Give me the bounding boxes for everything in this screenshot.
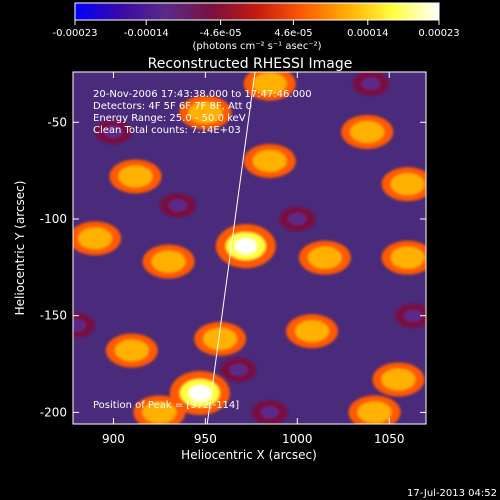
heatmap-image (73, 72, 426, 424)
y-axis-ticks: -50 -100 -150 -200 (40, 115, 426, 419)
y-tick-label: -50 (47, 115, 67, 129)
x-tick-label: 1000 (282, 432, 313, 446)
observation-info: 20-Nov-2006 17:43:38.000 to 17:47:46.000… (93, 89, 312, 136)
heat-source-core (359, 125, 376, 138)
heat-source-core (399, 178, 416, 191)
heat-source-core (123, 344, 140, 357)
y-tick-label: -100 (40, 212, 67, 226)
colorbar-tick-label: 4.6e-05 (274, 28, 312, 39)
x-tick-label: 950 (194, 432, 217, 446)
solar-limb-line (206, 72, 256, 424)
plot-frame (72, 71, 427, 425)
x-tick-label: 900 (102, 432, 125, 446)
observation-info-line: Clean Total counts: 7.14E+03 (93, 125, 241, 136)
cold-source-core (361, 77, 380, 90)
heat-source-core (151, 406, 168, 419)
heat-source-core (160, 255, 177, 268)
colorbar-tick-label: -0.00023 (53, 28, 98, 39)
heat-source-core (87, 232, 104, 245)
cold-source-core (288, 212, 307, 225)
heat-source-core (390, 373, 407, 386)
heat-source-core (197, 106, 214, 119)
heat-source-core (127, 170, 144, 183)
colorbar-tick-label: 0.00023 (418, 28, 459, 39)
y-tick-label: -200 (40, 405, 67, 419)
heat-source-core (212, 332, 229, 345)
observation-info-line: Detectors: 4F 5F 6F 7F 8F, Att 0 (93, 101, 252, 112)
observation-info-line: 20-Nov-2006 17:43:38.000 to 17:47:46.000 (93, 89, 312, 100)
heat-source-core (316, 251, 333, 264)
colorbar-unit-label: (photons cm⁻² s⁻¹ asec⁻²) (192, 41, 321, 52)
colorbar (74, 2, 440, 21)
y-axis-label: Heliocentric Y (arcsec) (13, 181, 27, 316)
cold-source-core (260, 406, 279, 419)
peak-position-label: Position of Peak = [972,-114] (93, 400, 239, 411)
heat-source-core (261, 154, 278, 167)
observation-info-line: Energy Range: 25.0 - 50.0 keV (93, 113, 246, 124)
cold-source-core (168, 199, 187, 212)
heat-source-core (188, 385, 211, 402)
cold-source-core (73, 319, 86, 332)
x-tick-label: 1050 (374, 432, 405, 446)
y-tick-label: -150 (40, 309, 67, 323)
x-axis-label: Heliocentric X (arcsec) (181, 448, 317, 462)
heat-source-core (261, 77, 278, 90)
heat-source-core (366, 406, 383, 419)
colorbar-tick-label: 0.00014 (347, 28, 388, 39)
heat-source-core (304, 325, 321, 338)
cold-source-core (104, 125, 123, 138)
footer-timestamp: 17-Jul-2013 04:52 (407, 488, 497, 499)
chart-title: Reconstructed RHESSI Image (148, 56, 353, 72)
cold-source-core (404, 309, 423, 322)
cold-source-core (229, 363, 248, 376)
colorbar-ticks: -0.00023 -0.00014 -4.6e-05 4.6e-05 0.00014 0.… (53, 20, 460, 39)
x-axis-ticks: 900 950 1000 1050 (102, 72, 405, 446)
heat-source-core (234, 238, 257, 255)
colorbar-tick-label: -0.00014 (124, 28, 169, 39)
heat-source-core (399, 251, 416, 264)
heatmap-sources (73, 72, 426, 424)
colorbar-tick-label: -4.6e-05 (200, 28, 242, 39)
